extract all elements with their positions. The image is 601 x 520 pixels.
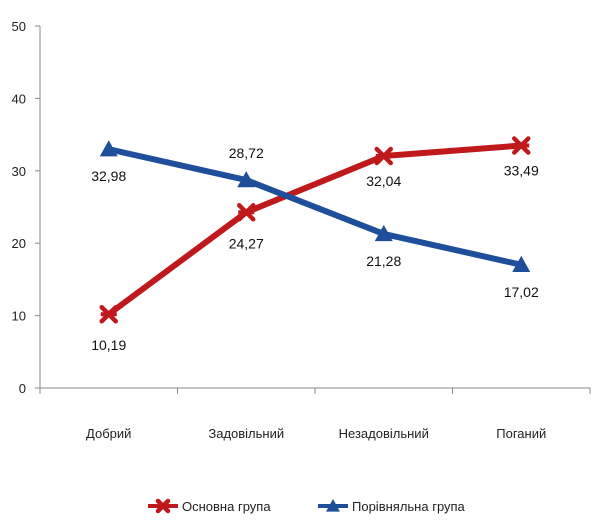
series-point xyxy=(237,203,256,222)
legend-item: Порівняльна група xyxy=(318,499,466,514)
series-point xyxy=(512,255,531,272)
chart-legend: Основна група Порівняльна група xyxy=(148,498,466,514)
x-tick-label: Незадовільний xyxy=(339,426,429,441)
y-tick-label: 0 xyxy=(19,381,26,396)
legend-label: Порівняльна група xyxy=(352,499,466,514)
series-line xyxy=(106,142,522,317)
data-label: 32,04 xyxy=(366,173,401,189)
data-labels: 10,19 24,27 32,04 33,49 32,98 28,72 21,28 17,02 xyxy=(91,145,539,353)
data-label: 17,02 xyxy=(504,284,539,300)
y-tick-label: 50 xyxy=(12,19,26,34)
data-label: 32,98 xyxy=(91,168,126,184)
x-tick-label: Добрий xyxy=(86,426,131,441)
y-tick-label: 20 xyxy=(12,236,26,251)
data-label: 28,72 xyxy=(229,145,264,161)
series-line xyxy=(108,146,522,268)
series-point xyxy=(512,136,531,155)
x-tick-label: Задовільний xyxy=(208,426,284,441)
chart-series xyxy=(99,136,531,324)
y-tick-label: 10 xyxy=(12,309,26,324)
series-osnovna xyxy=(99,136,531,324)
series-porivnialna xyxy=(99,140,531,272)
data-label: 21,28 xyxy=(366,253,401,269)
series-point xyxy=(374,224,393,242)
y-axis-ticks: 0 10 20 30 40 50 xyxy=(12,19,40,396)
series-point xyxy=(374,146,393,166)
data-label: 10,19 xyxy=(91,337,126,353)
series-point xyxy=(99,140,118,157)
x-tick-label: Поганий xyxy=(496,426,546,441)
y-tick-label: 30 xyxy=(12,164,26,179)
legend-marker xyxy=(155,498,171,514)
y-tick-label: 40 xyxy=(12,91,26,106)
data-label: 33,49 xyxy=(504,163,539,179)
series-point xyxy=(99,304,118,324)
legend-marker xyxy=(326,499,340,512)
x-axis-ticks: Добрий Задовільний Незадовільний Поганий xyxy=(39,388,591,441)
series-point xyxy=(237,171,256,188)
legend-item: Основна група xyxy=(148,498,271,514)
legend-label: Основна група xyxy=(182,499,271,514)
data-label: 24,27 xyxy=(229,235,264,251)
